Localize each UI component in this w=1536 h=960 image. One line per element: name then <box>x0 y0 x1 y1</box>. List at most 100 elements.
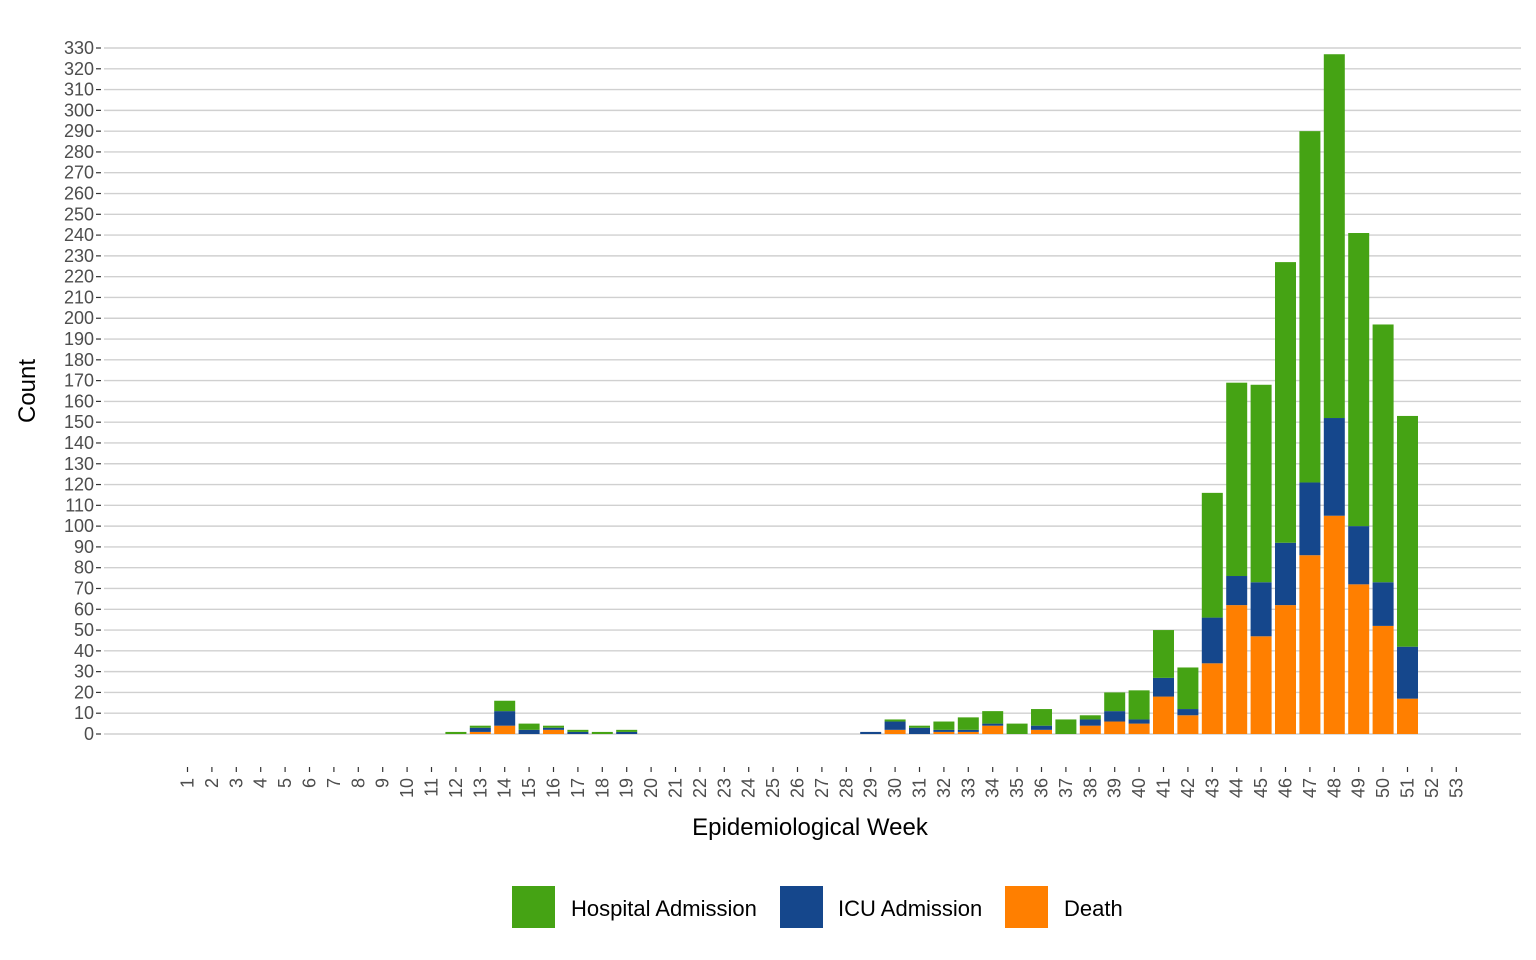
bar-week-32-icu-admission <box>933 729 955 732</box>
bar-week-41-hospital-admission <box>1153 630 1174 678</box>
bar-week-14-hospital-admission <box>494 700 516 712</box>
y-tick-label-20: 20 <box>74 682 94 702</box>
x-tick-label-46: 46 <box>1276 778 1296 798</box>
bar-week-32-death <box>933 731 955 734</box>
x-tick-label-37: 37 <box>1056 778 1076 798</box>
x-tick-label-33: 33 <box>958 778 978 798</box>
bar-week-34-icu-admission <box>982 723 1004 726</box>
y-tick-label-240: 240 <box>64 225 94 245</box>
x-tick-label-17: 17 <box>568 778 588 798</box>
bar-week-15-icu-admission <box>518 729 540 734</box>
bar-week-17-hospital-admission <box>567 729 589 732</box>
x-tick-label-20: 20 <box>641 778 661 798</box>
x-tick-label-30: 30 <box>885 778 905 798</box>
y-tick-label-230: 230 <box>64 246 94 266</box>
bar-week-39-hospital-admission <box>1104 692 1126 712</box>
bar-week-45-icu-admission <box>1250 582 1272 637</box>
x-tick-label-10: 10 <box>397 778 417 798</box>
y-tick-label-110: 110 <box>65 495 94 515</box>
x-tick-label-31: 31 <box>910 778 930 798</box>
y-tick-label-330: 330 <box>64 38 94 58</box>
legend-key-icu-admission <box>780 886 823 928</box>
bar-week-42-hospital-admission <box>1177 667 1199 710</box>
bar-week-43-hospital-admission <box>1201 492 1223 618</box>
y-tick-label-50: 50 <box>74 620 94 640</box>
x-tick-label-13: 13 <box>470 778 490 798</box>
x-tick-label-9: 9 <box>373 778 393 788</box>
x-tick-label-22: 22 <box>690 778 710 798</box>
x-tick-label-48: 48 <box>1324 778 1344 798</box>
bar-week-38-hospital-admission <box>1079 715 1101 720</box>
bar-week-35-hospital-admission <box>1006 723 1028 734</box>
x-tick-label-34: 34 <box>983 778 1003 798</box>
y-tick-label-250: 250 <box>64 204 94 224</box>
bar-week-47-death <box>1299 555 1321 734</box>
bar-week-51-death <box>1397 698 1418 734</box>
x-tick-label-52: 52 <box>1422 778 1442 798</box>
bar-week-43-icu-admission <box>1201 617 1223 664</box>
bar-week-16-death <box>543 729 564 734</box>
x-tick-label-45: 45 <box>1251 778 1271 798</box>
bar-week-42-icu-admission <box>1177 709 1199 716</box>
bar-week-30-hospital-admission <box>884 719 906 722</box>
bar-week-36-death <box>1031 729 1052 734</box>
y-tick-label-60: 60 <box>74 599 94 619</box>
x-axis-title: Epidemiological Week <box>692 814 929 841</box>
x-tick-label-43: 43 <box>1202 778 1222 798</box>
x-tick-label-29: 29 <box>861 778 881 798</box>
y-tick-label-280: 280 <box>64 142 94 162</box>
legend-key-death <box>1005 886 1048 928</box>
x-tick-label-35: 35 <box>1007 778 1027 798</box>
x-tick-label-15: 15 <box>519 778 539 798</box>
bar-week-50-icu-admission <box>1372 582 1394 626</box>
y-tick-label-300: 300 <box>64 100 94 120</box>
y-tick-label-270: 270 <box>64 163 94 183</box>
bar-week-50-hospital-admission <box>1372 324 1394 583</box>
y-tick-label-150: 150 <box>64 412 94 432</box>
bar-week-33-icu-admission <box>957 729 979 732</box>
y-tick-label-320: 320 <box>64 59 94 79</box>
x-tick-label-53: 53 <box>1446 778 1466 798</box>
bar-week-51-icu-admission <box>1397 646 1418 699</box>
bar-week-48-icu-admission <box>1323 418 1345 516</box>
bar-week-18-hospital-admission <box>591 731 613 734</box>
x-tick-label-24: 24 <box>739 778 759 798</box>
x-tick-label-47: 47 <box>1300 778 1320 798</box>
x-tick-label-44: 44 <box>1227 778 1247 798</box>
x-tick-label-26: 26 <box>788 778 808 798</box>
bar-week-47-hospital-admission <box>1299 131 1321 483</box>
y-tick-label-90: 90 <box>74 537 94 557</box>
x-tick-label-51: 51 <box>1398 778 1418 798</box>
bar-week-36-icu-admission <box>1031 725 1052 730</box>
bar-week-49-icu-admission <box>1348 526 1370 585</box>
x-tick-label-1: 1 <box>178 778 198 788</box>
legend-label-icu-admission: ICU Admission <box>838 896 982 921</box>
y-tick-label-170: 170 <box>64 371 94 391</box>
x-tick-label-6: 6 <box>300 778 320 788</box>
x-tick-label-28: 28 <box>836 778 856 798</box>
bar-week-13-hospital-admission <box>469 725 491 728</box>
legend-label-death: Death <box>1064 896 1123 921</box>
legend-key-hospital-admission <box>512 886 555 928</box>
x-tick-label-7: 7 <box>324 778 344 788</box>
bar-week-45-death <box>1250 636 1272 734</box>
bar-week-49-hospital-admission <box>1348 233 1370 527</box>
bar-week-34-death <box>982 725 1004 734</box>
bar-week-15-hospital-admission <box>518 723 540 730</box>
bar-week-45-hospital-admission <box>1250 384 1272 583</box>
x-tick-label-39: 39 <box>1105 778 1125 798</box>
x-tick-label-5: 5 <box>275 778 295 788</box>
bar-week-40-icu-admission <box>1128 719 1150 724</box>
bar-week-48-death <box>1323 515 1345 734</box>
x-tick-label-38: 38 <box>1080 778 1100 798</box>
bar-week-49-death <box>1348 584 1370 734</box>
bar-week-44-hospital-admission <box>1226 382 1248 577</box>
x-tick-label-23: 23 <box>714 778 734 798</box>
bar-week-44-death <box>1226 605 1248 734</box>
x-tick-label-3: 3 <box>226 778 246 788</box>
y-tick-label-100: 100 <box>64 516 94 536</box>
bar-week-46-death <box>1275 605 1296 734</box>
y-tick-label-260: 260 <box>64 184 94 204</box>
bar-week-29-icu-admission <box>860 731 882 734</box>
x-tick-label-16: 16 <box>544 778 564 798</box>
